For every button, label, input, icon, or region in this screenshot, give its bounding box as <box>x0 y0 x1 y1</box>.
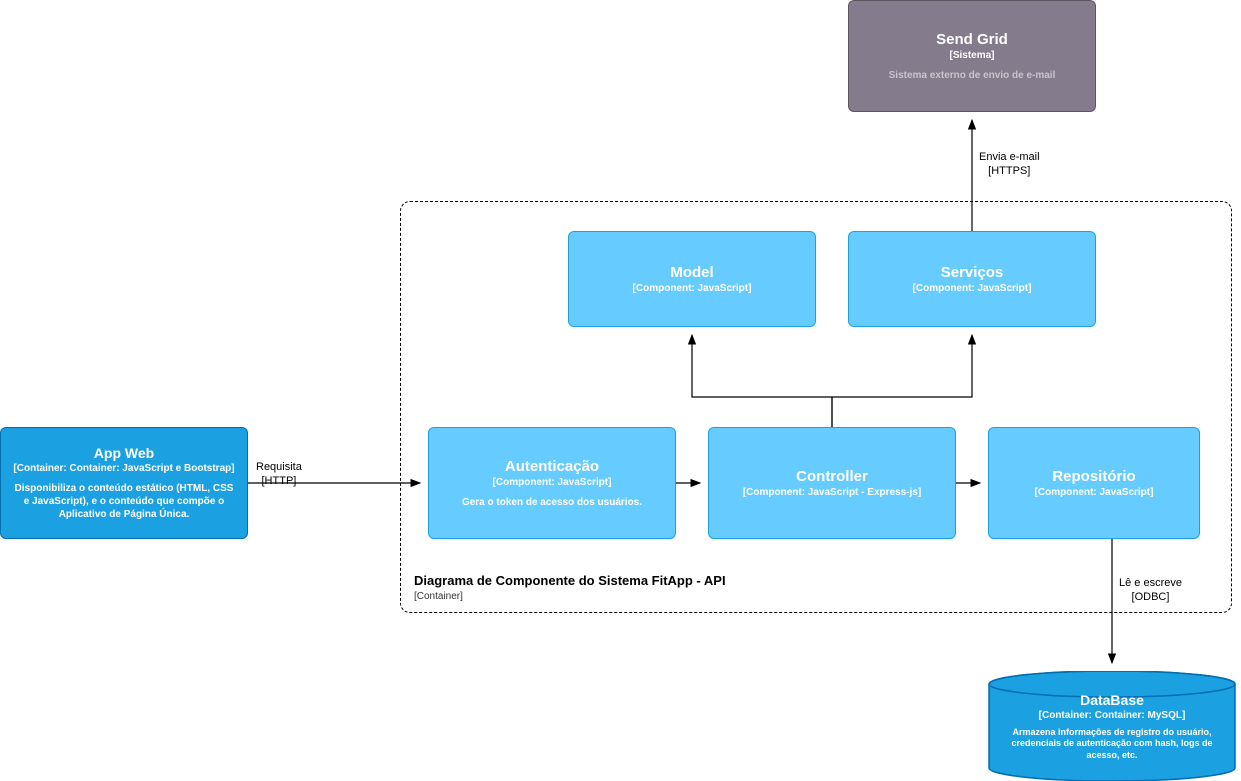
edge-label-repo-db: Lê e escreve [ODBC] <box>1119 576 1182 605</box>
node-repo-subtype: [Component: JavaScript] <box>1035 487 1154 498</box>
node-sendgrid-title: Send Grid <box>936 31 1008 48</box>
node-controller: Controller [Component: JavaScript - Expr… <box>708 427 956 539</box>
container-api-box <box>400 201 1232 613</box>
node-database-subtype: [Container: Container: MySQL] <box>988 710 1236 721</box>
node-sendgrid-subtype: [Sistema] <box>949 50 994 61</box>
node-controller-subtype: [Component: JavaScript - Express-js] <box>743 487 921 498</box>
node-database-title: DataBase <box>988 692 1236 708</box>
node-appweb-title: App Web <box>94 445 154 461</box>
node-database-desc: Armazena informações de registro do usuá… <box>988 727 1236 761</box>
node-servicos-subtype: [Component: JavaScript] <box>913 283 1032 294</box>
node-auth-subtype: [Component: JavaScript] <box>493 477 612 488</box>
node-database: DataBase [Container: Container: MySQL] A… <box>988 671 1236 781</box>
node-database-text: DataBase [Container: Container: MySQL] A… <box>988 692 1236 761</box>
container-title: Diagrama de Componente do Sistema FitApp… <box>414 573 726 588</box>
edge-label-servicos-sendgrid: Envia e-mail [HTTPS] <box>979 150 1040 179</box>
node-controller-title: Controller <box>796 468 868 485</box>
container-subtype: [Container] <box>414 591 463 602</box>
node-auth-desc: Gera o token de acesso dos usuários. <box>462 496 642 509</box>
node-model-title: Model <box>670 264 713 281</box>
node-sendgrid-desc: Sistema externo de envio de e-mail <box>889 69 1056 82</box>
node-auth: Autenticação [Component: JavaScript] Ger… <box>428 427 676 539</box>
node-model: Model [Component: JavaScript] <box>568 231 816 327</box>
node-appweb-desc: Disponibiliza o conteúdo estático (HTML,… <box>11 482 237 521</box>
node-appweb-subtype: [Container: Container: JavaScript e Boot… <box>13 463 234 474</box>
node-servicos: Serviços [Component: JavaScript] <box>848 231 1096 327</box>
node-model-subtype: [Component: JavaScript] <box>633 283 752 294</box>
node-appweb: App Web [Container: Container: JavaScrip… <box>0 427 248 539</box>
node-auth-title: Autenticação <box>505 458 599 475</box>
node-repo-title: Repositório <box>1052 468 1135 485</box>
node-servicos-title: Serviços <box>941 264 1004 281</box>
edge-label-appweb-auth: Requisita [HTTP] <box>256 460 302 489</box>
node-sendgrid: Send Grid [Sistema] Sistema externo de e… <box>848 0 1096 112</box>
node-repo: Repositório [Component: JavaScript] <box>988 427 1200 539</box>
